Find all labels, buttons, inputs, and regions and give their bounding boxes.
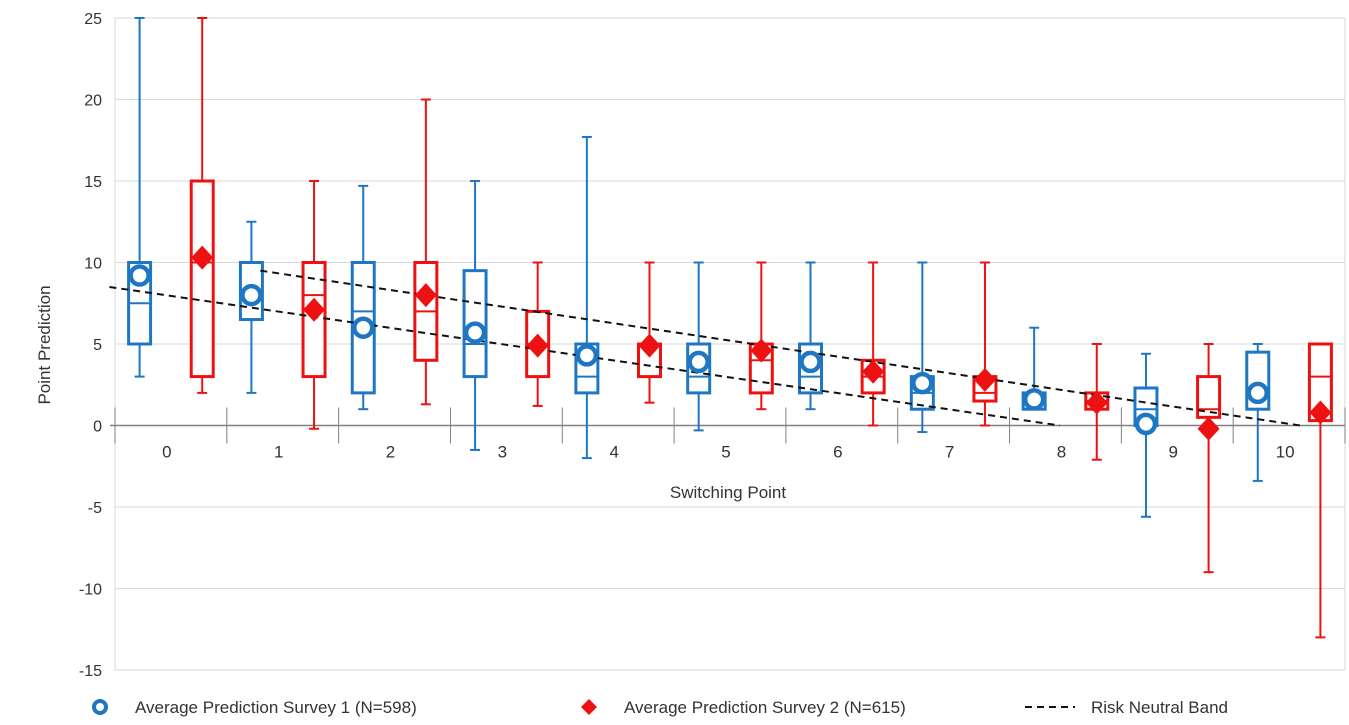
legend-label: Risk Neutral Band — [1091, 698, 1228, 717]
legend-item-1: Average Prediction Survey 1 (N=598) — [92, 698, 417, 717]
x-tick-label: 3 — [498, 443, 507, 462]
mean-marker-survey-1 — [1134, 412, 1158, 436]
mean-marker-survey-1 — [687, 350, 710, 374]
mean-marker-survey-2 — [750, 338, 773, 363]
box-1-2 — [350, 184, 376, 411]
x-tick-label: 9 — [1169, 443, 1178, 462]
x-tick-label: 5 — [721, 443, 730, 462]
legend-item-2: Average Prediction Survey 2 (N=615) — [581, 698, 906, 717]
box-plots — [127, 17, 1333, 639]
mean-marker-survey-1 — [911, 371, 934, 395]
x-axis: 0 1 2 3 4 5 6 7 8 9 10 — [110, 407, 1346, 462]
y-tick-label: -15 — [79, 663, 102, 680]
box-2-0 — [189, 17, 215, 394]
legend-item-3: Risk Neutral Band — [1025, 698, 1228, 717]
legend: Average Prediction Survey 1 (N=598) Avera… — [92, 698, 1228, 717]
y-tick-label: 0 — [93, 419, 102, 436]
mean-marker-survey-2 — [1085, 390, 1108, 415]
mean-marker-survey-1 — [1022, 388, 1046, 411]
box-2-10 — [1307, 342, 1333, 639]
x-tick-label: 2 — [386, 443, 395, 462]
y-axis-label: Point Prediction — [35, 285, 54, 404]
mean-marker-survey-2 — [526, 333, 549, 358]
plot-area — [114, 17, 1346, 671]
mean-marker-survey-1 — [128, 264, 151, 287]
mean-marker-survey-2 — [973, 367, 996, 392]
x-tick-label: 1 — [274, 443, 283, 462]
legend-label: Average Prediction Survey 1 (N=598) — [135, 698, 417, 717]
box-2-4 — [636, 261, 662, 404]
y-tick-label: 5 — [93, 337, 102, 354]
mean-marker-survey-1 — [1246, 381, 1270, 405]
x-tick-label: 10 — [1276, 443, 1295, 462]
box-1-10 — [1245, 343, 1271, 482]
band-line-upper — [260, 269, 1301, 427]
y-tick-label: 20 — [84, 93, 102, 110]
y-tick-label: 15 — [84, 174, 102, 191]
box-2-2 — [413, 98, 439, 406]
mean-marker-survey-1 — [463, 321, 487, 344]
mean-marker-survey-2 — [303, 297, 326, 322]
gridlines — [114, 17, 1346, 671]
mean-marker-survey-1 — [799, 350, 822, 374]
legend-marker — [92, 699, 108, 715]
x-axis-label: Switching Point — [670, 483, 787, 502]
mean-marker-survey-2 — [414, 283, 437, 308]
x-tick-label: 7 — [945, 443, 954, 462]
box-1-3 — [462, 180, 488, 451]
mean-marker-survey-2 — [862, 359, 885, 384]
y-axis-tick-labels: -15 -10 -5 0 5 10 15 20 25 — [79, 11, 102, 680]
x-tick-label: 0 — [162, 443, 171, 462]
box-1-5 — [686, 261, 712, 432]
y-tick-label: -10 — [79, 582, 102, 599]
legend-marker — [581, 699, 597, 715]
box-1-4 — [574, 135, 600, 460]
legend-label: Average Prediction Survey 2 (N=615) — [624, 698, 906, 717]
mean-marker-survey-2 — [638, 333, 661, 358]
y-tick-label: -5 — [88, 500, 102, 517]
mean-marker-survey-2 — [191, 245, 214, 270]
x-tick-label: 4 — [609, 443, 618, 462]
box-2-9 — [1196, 343, 1222, 574]
y-tick-label: 10 — [84, 256, 102, 273]
mean-marker-survey-1 — [575, 344, 599, 367]
mean-marker-survey-1 — [240, 283, 263, 307]
box-iqr — [189, 179, 215, 379]
mean-marker-survey-1 — [351, 316, 375, 339]
box-2-5 — [748, 261, 774, 411]
x-tick-label: 8 — [1057, 443, 1066, 462]
y-tick-label: 25 — [84, 11, 102, 28]
mean-marker-survey-2 — [1309, 400, 1332, 425]
mean-marker-survey-2 — [1197, 416, 1220, 441]
box-1-9 — [1133, 352, 1159, 518]
box-1-0 — [127, 17, 153, 378]
x-tick-label: 6 — [833, 443, 842, 462]
mean-markers — [128, 245, 1332, 441]
